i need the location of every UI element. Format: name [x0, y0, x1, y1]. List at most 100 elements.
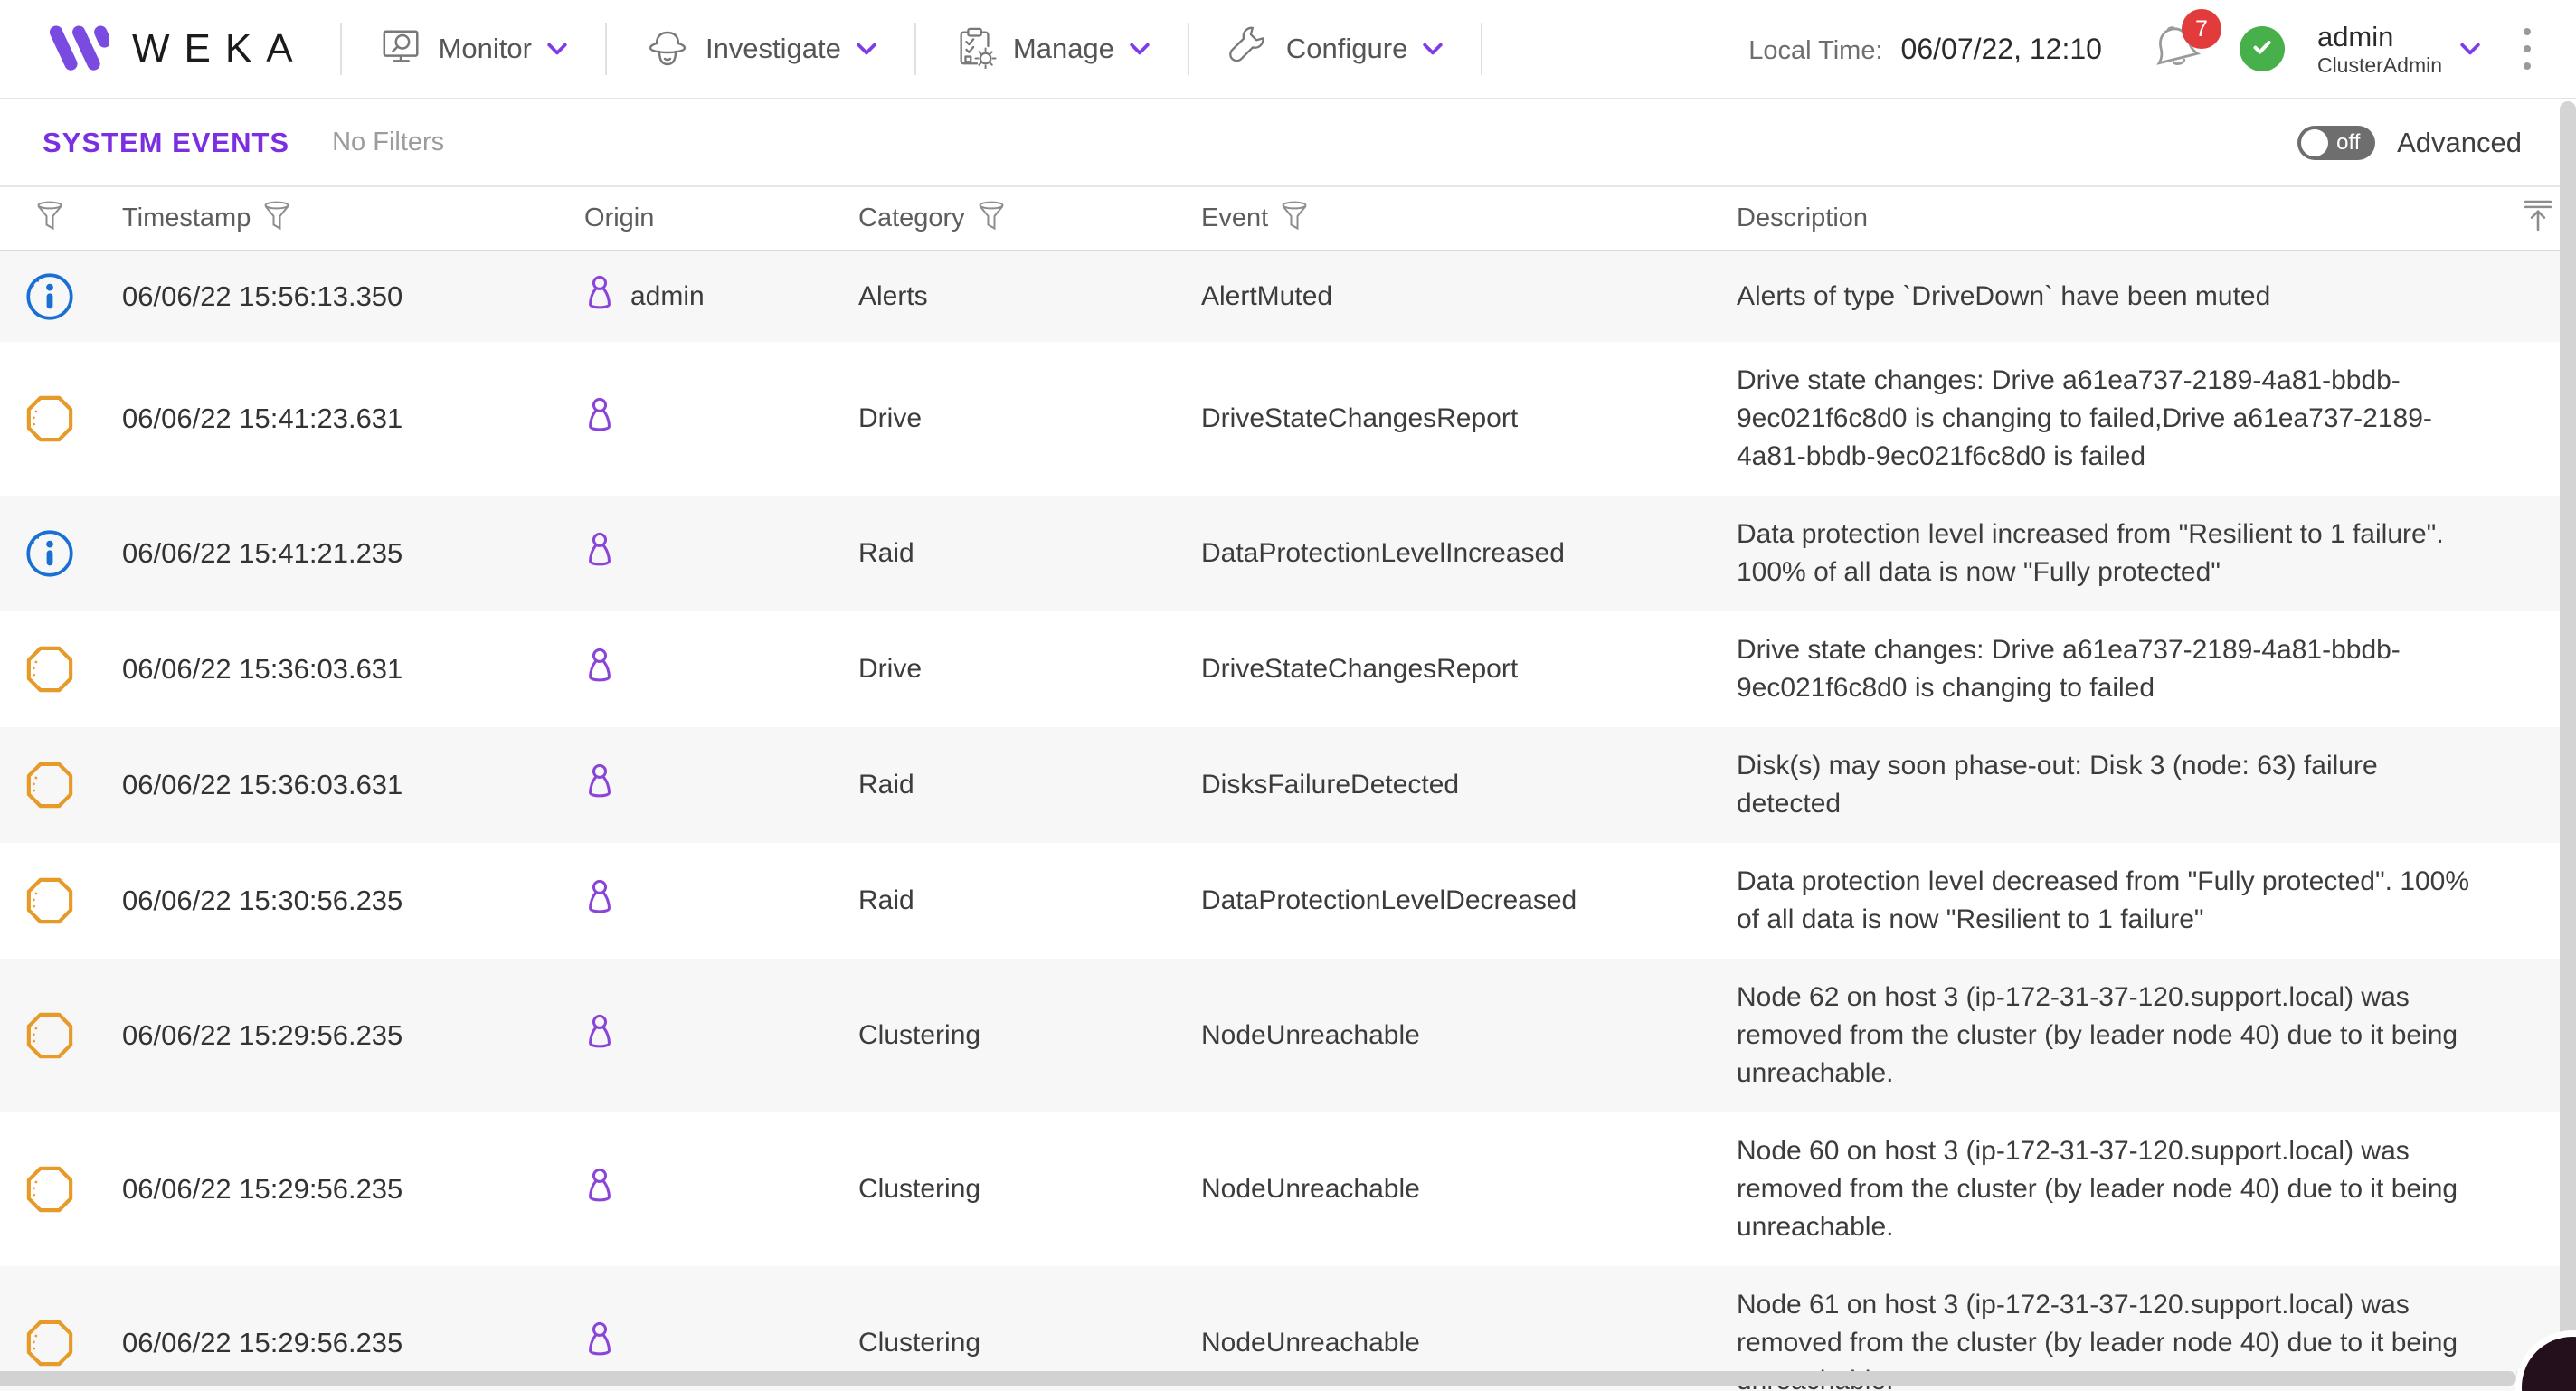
filter-funnel-icon[interactable]: [1281, 200, 1308, 238]
origin-cell: admin: [579, 274, 850, 319]
advanced-label: Advanced: [2397, 126, 2522, 158]
chevron-down-icon: [1423, 43, 1444, 55]
category-column-header[interactable]: Category: [850, 200, 1194, 238]
event-category: Alerts: [858, 281, 928, 311]
event-category: Raid: [858, 770, 914, 800]
user-menu[interactable]: admin ClusterAdmin: [2317, 20, 2480, 79]
filter-status: No Filters: [332, 128, 445, 156]
top-nav-bar: WEKA Monitor: [0, 0, 2576, 99]
nav-item-investigate[interactable]: Investigate: [607, 24, 914, 74]
event-description: Data protection level decreased from "Fu…: [1737, 866, 2470, 934]
table-row[interactable]: 06/06/22 15:29:56.235 Clustering NodeUnr…: [0, 959, 2576, 1112]
table-row[interactable]: 06/06/22 15:36:03.631 Raid DisksFailureD…: [0, 727, 2576, 843]
info-icon: [24, 271, 75, 322]
warning-octagon-icon: [24, 875, 75, 926]
event-name: AlertMuted: [1201, 281, 1333, 311]
check-icon: [2249, 33, 2276, 65]
user-person-icon: [584, 396, 615, 441]
warning-octagon-icon: [24, 1318, 75, 1368]
topbar-right-group: Local Time: 06/07/22, 12:10 7: [1748, 9, 2576, 81]
toggle-knob: [2301, 128, 2329, 156]
event-timestamp: 06/06/22 15:36:03.631: [122, 653, 403, 685]
chevron-down-icon: [857, 43, 876, 55]
origin-cell: [579, 396, 850, 441]
user-person-icon: [584, 274, 615, 319]
weka-logo[interactable]: WEKA: [45, 19, 308, 80]
filter-funnel-icon[interactable]: [263, 200, 290, 238]
chevron-down-icon: [2460, 43, 2480, 55]
nav-divider: [914, 23, 916, 75]
category-column-label: Category: [858, 203, 965, 232]
table-row[interactable]: 06/06/22 15:29:56.235 Clustering NodeUnr…: [0, 1112, 2576, 1266]
origin-column-header[interactable]: Origin: [579, 203, 850, 233]
filter-funnel-icon[interactable]: [36, 200, 63, 238]
table-row[interactable]: 06/06/22 15:29:56.235 Clustering NodeUnr…: [0, 1266, 2576, 1391]
cluster-health-status[interactable]: [2239, 26, 2285, 71]
bell-icon: [2147, 26, 2205, 81]
notification-count-badge: 7: [2181, 9, 2221, 49]
local-time: Local Time: 06/07/22, 12:10: [1748, 33, 2102, 66]
filter-funnel-icon[interactable]: [978, 200, 1005, 238]
origin-cell: [579, 1320, 850, 1366]
page-title: SYSTEM EVENTS: [43, 126, 290, 158]
severity-cell: [0, 1164, 99, 1215]
user-role: ClusterAdmin: [2316, 52, 2442, 77]
timestamp-column-label: Timestamp: [122, 203, 251, 232]
events-table-header: Timestamp Origin Category Event: [0, 187, 2576, 251]
event-origin: admin: [630, 281, 705, 311]
weka-logo-icon: [45, 19, 111, 80]
event-timestamp: 06/06/22 15:56:13.350: [122, 280, 403, 312]
event-name: DriveStateChangesReport: [1201, 403, 1519, 433]
filter-bar: SYSTEM EVENTS No Filters off Advanced: [0, 99, 2576, 187]
event-category: Drive: [858, 403, 923, 433]
notifications-button[interactable]: 7: [2147, 9, 2221, 81]
nav-item-manage[interactable]: Manage: [916, 25, 1188, 73]
event-category: Drive: [858, 654, 923, 684]
event-name: NodeUnreachable: [1201, 1328, 1420, 1358]
scroll-to-top-icon[interactable]: [2524, 198, 2552, 241]
nav-divider: [604, 23, 607, 75]
table-row[interactable]: 06/06/22 15:41:23.631 Drive DriveStateCh…: [0, 342, 2576, 496]
event-description: Node 62 on host 3 (ip-172-31-37-120.supp…: [1737, 982, 2458, 1088]
events-table-body: 06/06/22 15:56:13.350 admin Alerts Alert…: [0, 251, 2576, 1391]
warning-octagon-icon: [24, 1164, 75, 1215]
nav-divider: [1187, 23, 1189, 75]
event-category: Clustering: [858, 1020, 981, 1050]
event-category: Clustering: [858, 1174, 981, 1204]
advanced-toggle[interactable]: off: [2297, 125, 2376, 160]
nav-divider: [1481, 23, 1483, 75]
horizontal-scrollbar[interactable]: [0, 1371, 2516, 1386]
warning-octagon-icon: [24, 393, 75, 444]
user-person-icon: [584, 647, 615, 692]
event-description: Node 60 on host 3 (ip-172-31-37-120.supp…: [1737, 1136, 2458, 1242]
description-column-label: Description: [1737, 203, 1869, 232]
table-row[interactable]: 06/06/22 15:56:13.350 admin Alerts Alert…: [0, 251, 2576, 342]
table-row[interactable]: 06/06/22 15:41:21.235 Raid DataProtectio…: [0, 496, 2576, 611]
event-timestamp: 06/06/22 15:36:03.631: [122, 769, 403, 800]
event-column-header[interactable]: Event: [1194, 200, 1728, 238]
event-category: Raid: [858, 538, 914, 568]
table-row[interactable]: 06/06/22 15:36:03.631 Drive DriveStateCh…: [0, 611, 2576, 727]
kebab-menu-button[interactable]: [2513, 23, 2542, 75]
event-name: DataProtectionLevelIncreased: [1201, 538, 1565, 568]
event-description: Drive state changes: Drive a61ea737-2189…: [1737, 365, 2432, 471]
description-column-header[interactable]: Description: [1728, 203, 2576, 233]
origin-cell: [579, 762, 850, 808]
event-category: Clustering: [858, 1328, 981, 1358]
nav-label-configure: Configure: [1285, 33, 1408, 64]
vertical-scrollbar[interactable]: [2560, 101, 2576, 1364]
severity-cell: [0, 644, 99, 695]
timestamp-column-header[interactable]: Timestamp: [99, 200, 579, 238]
severity-cell: [0, 760, 99, 810]
nav-item-configure[interactable]: Configure: [1189, 25, 1481, 73]
origin-column-label: Origin: [584, 203, 655, 232]
table-row[interactable]: 06/06/22 15:30:56.235 Raid DataProtectio…: [0, 843, 2576, 959]
nav-item-monitor[interactable]: Monitor: [342, 25, 605, 73]
severity-cell: [0, 1010, 99, 1061]
event-description: Alerts of type `DriveDown` have been mut…: [1737, 281, 2271, 311]
event-column-label: Event: [1201, 203, 1269, 232]
local-time-value: 06/07/22, 12:10: [1900, 32, 2102, 65]
chevron-down-icon: [1130, 43, 1150, 55]
local-time-label: Local Time:: [1748, 35, 1883, 65]
